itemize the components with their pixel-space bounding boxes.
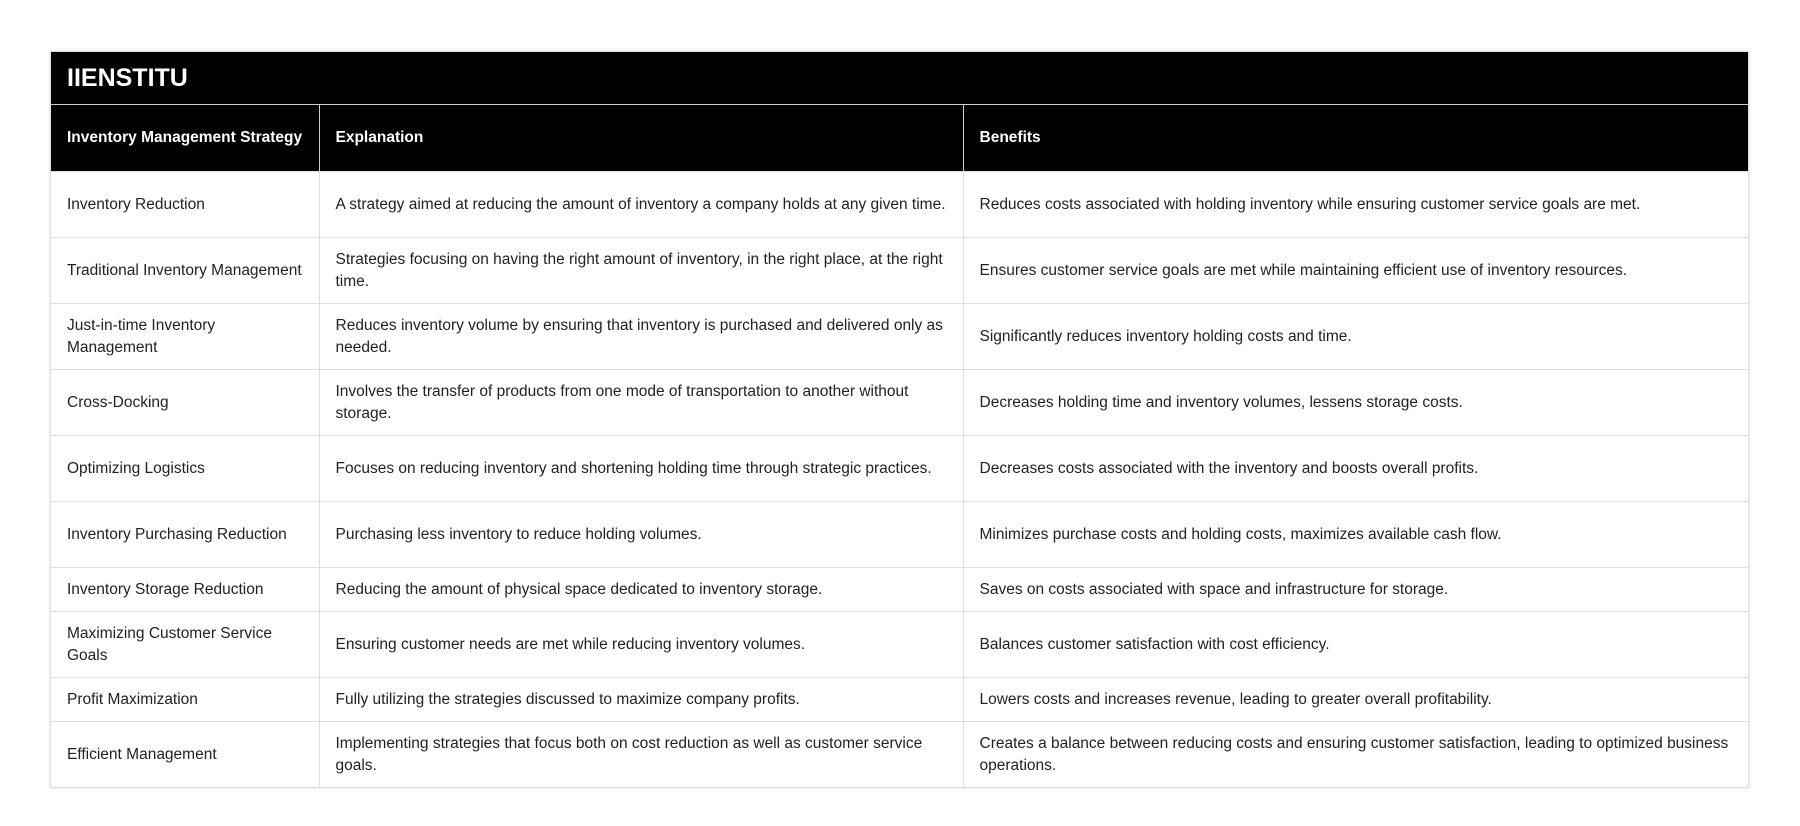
strategy-cell: Inventory Reduction <box>51 171 320 238</box>
table-row: Maximizing Customer Service Goals Ensurin… <box>51 611 1748 678</box>
benefits-cell: Decreases holding time and inventory vol… <box>963 369 1748 436</box>
table-row: Traditional Inventory Management Strategi… <box>51 237 1748 304</box>
table-row: Just-in-time Inventory Management Reduces… <box>51 303 1748 370</box>
benefits-cell: Ensures customer service goals are met w… <box>963 237 1748 304</box>
strategy-cell: Inventory Purchasing Reduction <box>51 501 320 568</box>
benefits-cell: Saves on costs associated with space and… <box>963 567 1748 612</box>
table-row: Inventory Reduction A strategy aimed at r… <box>51 171 1748 238</box>
explanation-cell: Fully utilizing the strategies discussed… <box>319 677 964 722</box>
benefits-cell: Decreases costs associated with the inve… <box>963 435 1748 502</box>
column-header-strategy: Inventory Management Strategy <box>51 105 320 172</box>
strategy-table: Inventory Management Strategy Explanatio… <box>51 105 1748 787</box>
benefits-cell: Minimizes purchase costs and holding cos… <box>963 501 1748 568</box>
strategy-cell: Efficient Management <box>51 721 320 787</box>
table-row: Inventory Storage Reduction Reducing the … <box>51 567 1748 612</box>
table-row: Efficient Management Implementing strateg… <box>51 721 1748 787</box>
strategy-table-container: IIENSTITU Inventory Management Strategy … <box>50 51 1749 788</box>
table-row: Cross-Docking Involves the transfer of pr… <box>51 369 1748 436</box>
strategy-cell: Just-in-time Inventory Management <box>51 303 320 370</box>
explanation-cell: Strategies focusing on having the right … <box>319 237 964 304</box>
column-header-benefits: Benefits <box>963 105 1748 172</box>
explanation-cell: Purchasing less inventory to reduce hold… <box>319 501 964 568</box>
strategy-cell: Traditional Inventory Management <box>51 237 320 304</box>
strategy-cell: Cross-Docking <box>51 369 320 436</box>
benefits-cell: Creates a balance between reducing costs… <box>963 721 1748 787</box>
strategy-cell: Inventory Storage Reduction <box>51 567 320 612</box>
benefits-cell: Balances customer satisfaction with cost… <box>963 611 1748 678</box>
strategy-cell: Profit Maximization <box>51 677 320 722</box>
header-row: Inventory Management Strategy Explanatio… <box>51 105 1748 172</box>
explanation-cell: Ensuring customer needs are met while re… <box>319 611 964 678</box>
column-header-explanation: Explanation <box>319 105 964 172</box>
table-row: Profit Maximization Fully utilizing the s… <box>51 677 1748 722</box>
benefits-cell: Lowers costs and increases revenue, lead… <box>963 677 1748 722</box>
benefits-cell: Reduces costs associated with holding in… <box>963 171 1748 238</box>
explanation-cell: Implementing strategies that focus both … <box>319 721 964 787</box>
strategy-cell: Optimizing Logistics <box>51 435 320 502</box>
explanation-cell: Reducing the amount of physical space de… <box>319 567 964 612</box>
explanation-cell: A strategy aimed at reducing the amount … <box>319 171 964 238</box>
strategy-cell: Maximizing Customer Service Goals <box>51 611 320 678</box>
explanation-cell: Reduces inventory volume by ensuring tha… <box>319 303 964 370</box>
table-row: Inventory Purchasing Reduction Purchasing… <box>51 501 1748 568</box>
explanation-cell: Focuses on reducing inventory and shorte… <box>319 435 964 502</box>
table-row: Optimizing Logistics Focuses on reducing … <box>51 435 1748 502</box>
table-title: IIENSTITU <box>51 52 1748 105</box>
explanation-cell: Involves the transfer of products from o… <box>319 369 964 436</box>
benefits-cell: Significantly reduces inventory holding … <box>963 303 1748 370</box>
